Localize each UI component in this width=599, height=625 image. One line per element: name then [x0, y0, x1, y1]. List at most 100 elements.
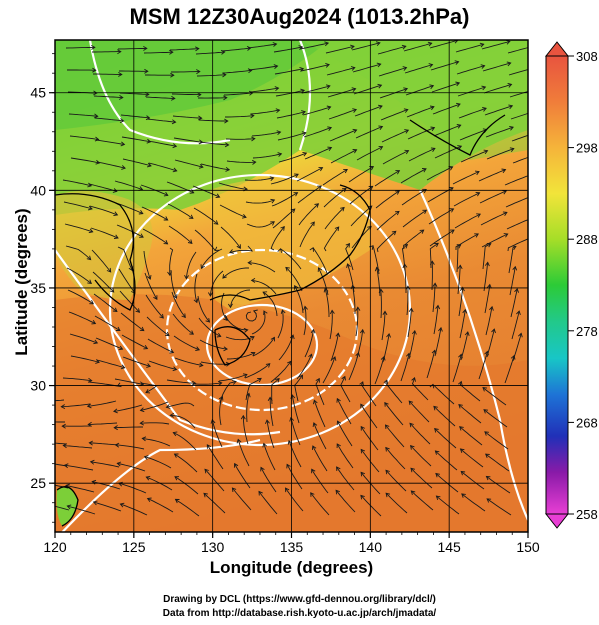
- x-tick-label: 140: [359, 539, 383, 555]
- streamline-arrowhead: [215, 193, 221, 199]
- streamline: [486, 329, 495, 358]
- streamline: [324, 288, 330, 317]
- streamline-arrowhead: [294, 284, 299, 290]
- streamline-arrowhead: [277, 152, 283, 157]
- streamline-arrowhead: [514, 288, 520, 293]
- streamline: [485, 126, 514, 138]
- streamline-arrowhead: [203, 492, 208, 498]
- streamline-arrowhead: [113, 211, 119, 217]
- streamline: [170, 414, 196, 429]
- streamline-arrowhead: [461, 493, 466, 498]
- streamline-arrowhead: [109, 287, 115, 293]
- streamline-arrowhead: [359, 328, 365, 334]
- streamline: [459, 129, 487, 141]
- streamline-arrowhead: [87, 421, 92, 427]
- colorbar-tick-label: 298: [576, 141, 598, 156]
- streamline: [337, 420, 353, 447]
- streamline: [199, 141, 229, 146]
- streamline: [426, 166, 453, 181]
- streamline-arrowhead: [352, 128, 358, 134]
- streamline: [147, 498, 174, 513]
- streamline-arrowhead: [290, 208, 296, 214]
- streamline-arrowhead: [430, 147, 436, 152]
- streamline-arrowhead: [289, 416, 295, 422]
- streamline: [266, 420, 275, 449]
- streamline: [263, 443, 276, 471]
- streamline: [70, 355, 100, 363]
- streamline: [354, 105, 383, 117]
- streamline: [115, 444, 145, 450]
- streamline-arrowhead: [92, 500, 98, 506]
- streamline: [96, 359, 125, 369]
- streamline-arrowhead: [247, 68, 253, 74]
- streamline-arrowhead: [419, 229, 425, 234]
- streamline-arrowhead: [360, 471, 365, 477]
- streamline: [166, 402, 195, 408]
- streamline: [336, 443, 354, 469]
- streamline: [352, 285, 356, 314]
- streamline: [93, 73, 122, 75]
- streamline-arrowhead: [474, 233, 479, 238]
- streamline-arrowhead: [197, 92, 202, 98]
- streamline: [229, 245, 254, 253]
- streamline-arrowhead: [479, 42, 485, 48]
- streamline-arrowhead: [169, 412, 175, 418]
- streamline-arrowhead: [448, 166, 454, 171]
- streamline: [242, 415, 249, 445]
- streamline: [193, 207, 219, 225]
- streamline-arrowhead: [378, 145, 384, 151]
- streamline: [458, 404, 482, 424]
- streamline: [377, 45, 406, 55]
- streamline-arrowhead: [346, 263, 351, 269]
- streamline-arrowhead: [274, 86, 280, 92]
- streamline-arrowhead: [459, 286, 465, 292]
- streamline-arrowhead: [146, 497, 152, 503]
- streamline: [400, 168, 427, 184]
- streamline-arrowhead: [116, 382, 122, 388]
- streamline-arrowhead: [483, 149, 489, 155]
- streamline: [385, 469, 407, 492]
- streamline: [144, 456, 172, 469]
- streamline: [171, 291, 186, 318]
- streamline-arrowhead: [410, 445, 415, 450]
- streamline: [336, 398, 352, 425]
- streamline-arrowhead: [433, 405, 438, 411]
- streamline: [196, 74, 226, 77]
- y-tick-label: 40: [30, 182, 46, 198]
- streamline: [300, 64, 330, 72]
- streamline: [312, 445, 328, 472]
- streamline-arrowhead: [385, 492, 391, 498]
- streamline-arrowhead: [378, 125, 384, 130]
- streamline: [506, 219, 528, 230]
- streamline: [246, 393, 250, 423]
- streamline-arrowhead: [318, 166, 324, 172]
- streamline: [121, 136, 151, 143]
- streamline: [485, 453, 510, 472]
- streamline: [410, 490, 434, 511]
- streamline: [385, 492, 408, 514]
- streamline-arrowhead: [225, 166, 231, 172]
- streamline: [458, 287, 464, 317]
- streamline-arrowhead: [380, 355, 386, 361]
- streamline-arrowhead: [378, 288, 384, 293]
- streamline: [140, 184, 168, 196]
- streamline: [89, 205, 118, 216]
- streamline-arrowhead: [458, 404, 463, 409]
- colorbar-ramp: [545, 55, 569, 515]
- streamline: [117, 462, 146, 472]
- streamline: [169, 48, 199, 51]
- streamline: [286, 464, 303, 490]
- streamline-arrowhead: [340, 206, 345, 212]
- streamline-arrowhead: [315, 377, 320, 383]
- streamline: [248, 262, 276, 273]
- streamline: [204, 468, 225, 492]
- streamline-arrowhead: [218, 395, 224, 401]
- streamline-arrowhead: [41, 502, 45, 506]
- streamline-arrowhead: [191, 380, 197, 386]
- streamline: [330, 333, 339, 362]
- streamline-arrowhead: [264, 419, 270, 424]
- streamline: [271, 378, 280, 405]
- streamline: [237, 439, 250, 467]
- streamline: [382, 150, 409, 165]
- streamline: [486, 498, 512, 516]
